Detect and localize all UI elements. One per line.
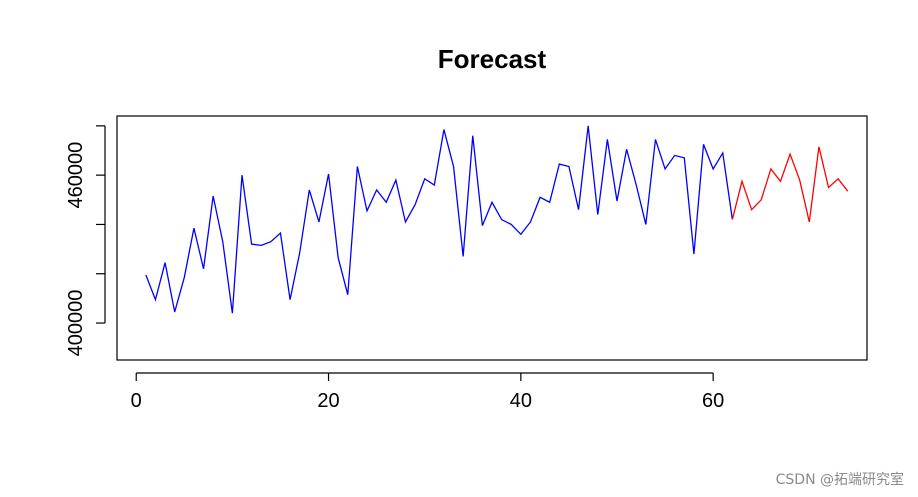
- x-tick-label: 60: [702, 390, 724, 412]
- x-tick-label: 20: [317, 390, 339, 412]
- series-layer: [145, 125, 849, 314]
- x-tick-label: 40: [510, 390, 532, 412]
- history-series-line: [145, 125, 734, 314]
- x-tick-label: 0: [131, 390, 142, 412]
- watermark-text: CSDN @拓端研究室: [775, 472, 904, 488]
- y-tick-label: 460000: [65, 142, 87, 209]
- x-axis: 0 20 40 60: [131, 372, 724, 412]
- y-axis: 400000 460000: [65, 125, 106, 357]
- chart-title: Forecast: [438, 44, 547, 74]
- plot-frame: [116, 115, 868, 361]
- y-tick-label: 400000: [65, 290, 87, 357]
- forecast-series-line: [731, 146, 849, 223]
